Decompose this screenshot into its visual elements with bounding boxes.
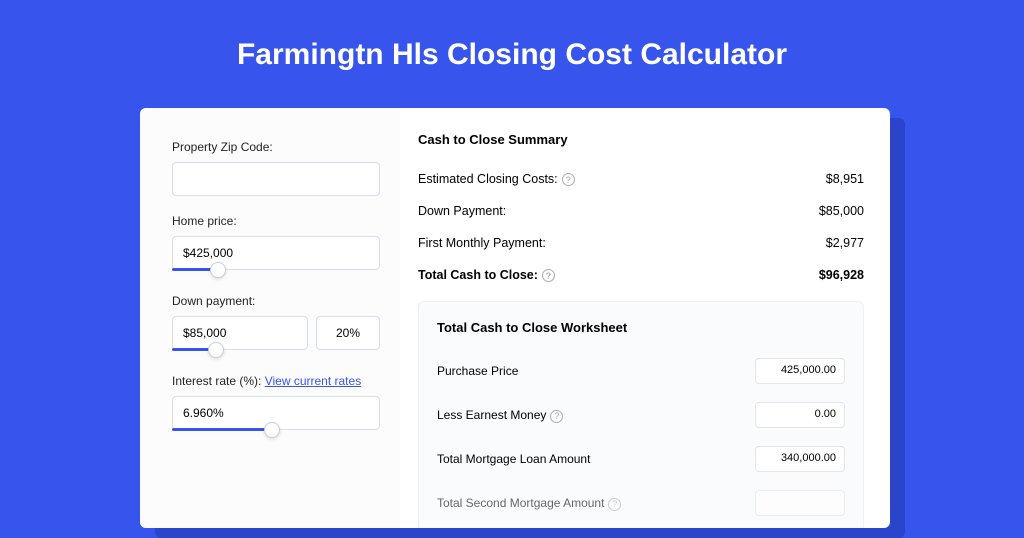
worksheet-row-earnest-money: Less Earnest Money? 0.00 (437, 393, 845, 437)
help-icon[interactable]: ? (542, 269, 555, 282)
summary-label: Total Cash to Close:? (418, 268, 555, 282)
worksheet-row-second-mortgage: Total Second Mortgage Amount? (437, 481, 845, 525)
summary-value: $8,951 (826, 172, 864, 186)
summary-row-total-cash: Total Cash to Close:? $96,928 (418, 259, 864, 291)
down-payment-slider-thumb[interactable] (208, 342, 224, 358)
help-icon[interactable]: ? (608, 498, 621, 511)
interest-group: Interest rate (%): View current rates (172, 374, 380, 430)
zip-input[interactable] (172, 162, 380, 196)
worksheet-label: Total Second Mortgage Amount? (437, 496, 621, 510)
worksheet-label: Purchase Price (437, 364, 518, 378)
summary-row-down-payment: Down Payment: $85,000 (418, 195, 864, 227)
summary-label: First Monthly Payment: (418, 236, 546, 250)
results-column: Cash to Close Summary Estimated Closing … (400, 108, 890, 528)
interest-slider[interactable] (172, 396, 380, 430)
worksheet-label: Less Earnest Money? (437, 408, 563, 422)
summary-value: $2,977 (826, 236, 864, 250)
worksheet-value[interactable] (755, 490, 845, 516)
zip-group: Property Zip Code: (172, 140, 380, 196)
interest-slider-thumb[interactable] (264, 422, 280, 438)
summary-label: Estimated Closing Costs:? (418, 172, 575, 186)
help-icon[interactable]: ? (550, 410, 563, 423)
summary-title: Cash to Close Summary (418, 132, 864, 147)
home-price-label: Home price: (172, 214, 380, 228)
down-payment-input[interactable] (172, 316, 308, 350)
down-payment-group: Down payment: 20% (172, 294, 380, 350)
home-price-slider-thumb[interactable] (210, 262, 226, 278)
worksheet-label: Total Mortgage Loan Amount (437, 452, 590, 466)
summary-label: Down Payment: (418, 204, 506, 218)
down-payment-percent[interactable]: 20% (316, 316, 380, 350)
worksheet-row-mortgage-amount: Total Mortgage Loan Amount 340,000.00 (437, 437, 845, 481)
summary-value: $85,000 (819, 204, 864, 218)
zip-label: Property Zip Code: (172, 140, 380, 154)
down-payment-label: Down payment: (172, 294, 380, 308)
worksheet-value[interactable]: 425,000.00 (755, 358, 845, 384)
worksheet-value[interactable]: 340,000.00 (755, 446, 845, 472)
summary-row-first-monthly: First Monthly Payment: $2,977 (418, 227, 864, 259)
page-title: Farmingtn Hls Closing Cost Calculator (0, 0, 1024, 100)
worksheet-panel: Total Cash to Close Worksheet Purchase P… (418, 301, 864, 528)
interest-slider-fill (172, 428, 272, 431)
calculator-card: Property Zip Code: Home price: Down paym… (140, 108, 890, 528)
worksheet-title: Total Cash to Close Worksheet (437, 320, 845, 335)
worksheet-row-purchase-price: Purchase Price 425,000.00 (437, 349, 845, 393)
view-rates-link[interactable]: View current rates (265, 374, 362, 388)
down-payment-slider[interactable] (172, 316, 308, 350)
home-price-group: Home price: (172, 214, 380, 270)
inputs-column: Property Zip Code: Home price: Down paym… (140, 108, 400, 528)
summary-row-closing-costs: Estimated Closing Costs:? $8,951 (418, 163, 864, 195)
home-price-input[interactable] (172, 236, 380, 270)
help-icon[interactable]: ? (562, 173, 575, 186)
home-price-slider[interactable] (172, 236, 380, 270)
worksheet-value[interactable]: 0.00 (755, 402, 845, 428)
interest-label: Interest rate (%): View current rates (172, 374, 380, 388)
summary-value: $96,928 (819, 268, 864, 282)
interest-label-text: Interest rate (%): (172, 374, 265, 388)
